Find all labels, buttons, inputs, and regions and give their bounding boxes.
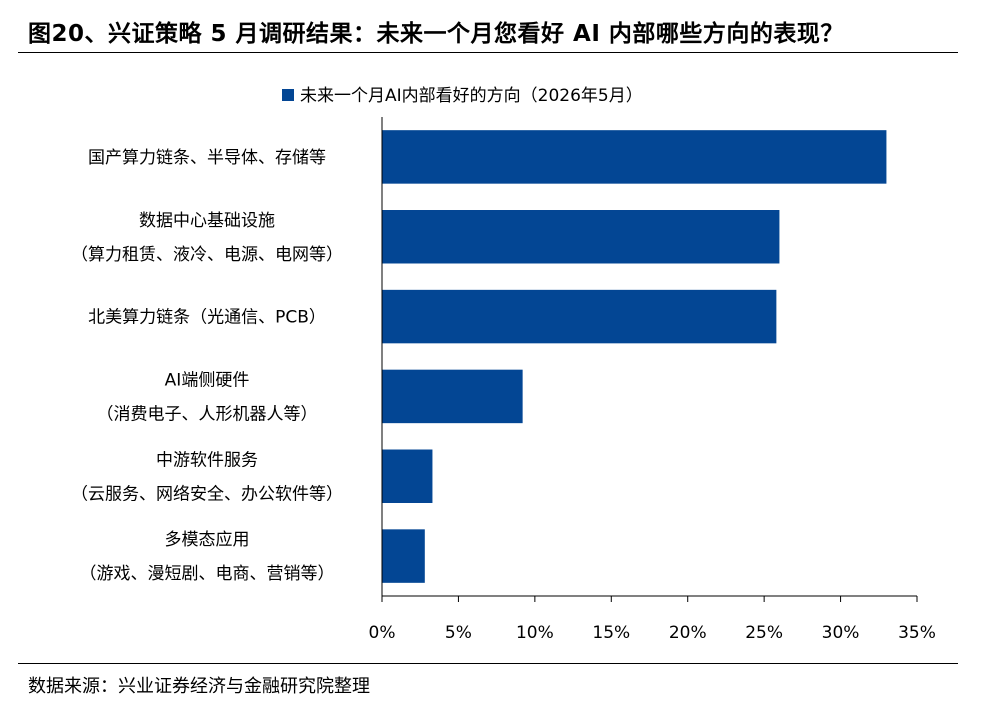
bar-3 <box>382 369 523 424</box>
bar-5 <box>382 529 425 583</box>
bar-0 <box>382 130 887 184</box>
x-tick-label-2: 10% <box>516 623 554 643</box>
x-tick-label-0: 0% <box>369 623 396 643</box>
source-divider <box>18 663 958 664</box>
x-tick-label-7: 35% <box>898 623 936 643</box>
category-label-1-1: （算力租赁、液冷、电源、电网等） <box>71 245 343 265</box>
bar-4 <box>382 449 433 503</box>
bar-1 <box>382 210 780 264</box>
category-label-3-0: AI端侧硬件 <box>165 370 250 390</box>
legend-label: 未来一个月AI内部看好的方向（2026年5月） <box>300 86 643 106</box>
figure-title: 图20、兴证策略 5 月调研结果：未来一个月您看好 AI 内部哪些方向的表现？ <box>28 21 844 47</box>
category-label-0-0: 国产算力链条、半导体、存储等 <box>88 148 326 168</box>
x-tick-label-5: 25% <box>745 623 783 643</box>
category-label-5-1: （游戏、漫短剧、电商、营销等） <box>80 564 335 584</box>
legend-swatch <box>282 89 294 101</box>
bars-group <box>382 130 887 583</box>
source-note: 数据来源：兴业证券经济与金融研究院整理 <box>28 676 370 697</box>
category-label-4-1: （云服务、网络安全、办公软件等） <box>71 484 343 504</box>
category-label-4-0: 中游软件服务 <box>156 450 258 470</box>
x-axis: 0% 5% 10% 15% 20% 25% 30% 35% <box>369 117 936 643</box>
category-label-1-0: 数据中心基础设施 <box>139 211 275 231</box>
x-tick-label-4: 20% <box>669 623 707 643</box>
category-label-3-1: （消费电子、人形机器人等） <box>97 404 318 424</box>
category-label-5-0: 多模态应用 <box>165 530 250 550</box>
category-label-2-0: 北美算力链条（光通信、PCB） <box>88 308 326 328</box>
title-divider <box>18 52 958 53</box>
bar-2 <box>382 289 777 344</box>
x-tick-label-1: 5% <box>445 623 472 643</box>
chart-legend: 未来一个月AI内部看好的方向（2026年5月） <box>282 86 643 106</box>
x-tick-label-3: 15% <box>592 623 630 643</box>
x-tick-label-6: 30% <box>822 623 860 643</box>
